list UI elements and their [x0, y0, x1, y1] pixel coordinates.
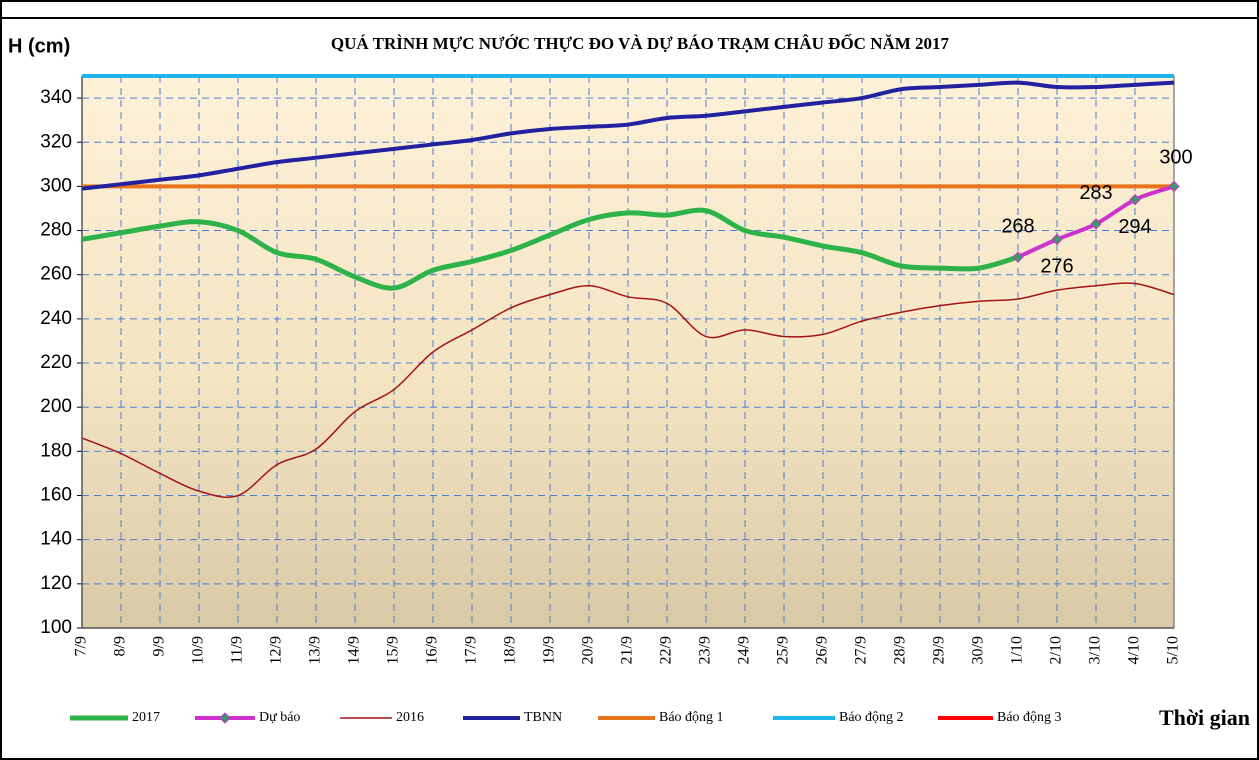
x-tick-label: 11/9 — [229, 636, 246, 664]
x-tick-label: 13/9 — [307, 636, 324, 664]
y-tick-label: 320 — [40, 131, 72, 152]
value-label: 294 — [1118, 216, 1151, 238]
x-tick-label: 28/9 — [892, 636, 909, 664]
x-tick-label: 17/9 — [463, 636, 480, 664]
y-tick-label: 260 — [40, 264, 72, 285]
x-tick-label: 23/9 — [697, 636, 714, 664]
y-tick-label: 200 — [40, 396, 72, 417]
value-label: 283 — [1079, 182, 1112, 204]
value-label: 300 — [1159, 147, 1192, 169]
y-tick-label: 100 — [40, 617, 72, 638]
y-tick-label: 280 — [40, 220, 72, 241]
x-tick-label: 4/10 — [1126, 636, 1143, 664]
x-tick-label: 19/9 — [541, 636, 558, 664]
y-tick-label: 220 — [40, 352, 72, 373]
chart-title: QUÁ TRÌNH MỰC NƯỚC THỰC ĐO VÀ DỰ BÁO TRẠ… — [331, 33, 950, 53]
legend-label: Dự báo — [259, 710, 300, 725]
x-tick-label: 12/9 — [268, 636, 285, 664]
y-tick-label: 340 — [40, 87, 72, 108]
legend-label: TBNN — [524, 710, 562, 725]
x-tick-label: 2/10 — [1048, 636, 1065, 664]
x-tick-label: 5/10 — [1165, 636, 1182, 664]
y-tick-label: 300 — [40, 175, 72, 196]
x-tick-label: 16/9 — [424, 636, 441, 664]
x-tick-label: 29/9 — [931, 636, 948, 664]
y-tick-label: 180 — [40, 440, 72, 461]
legend-label: 2016 — [396, 710, 424, 725]
y-tick-label: 120 — [40, 573, 72, 594]
marker — [1051, 233, 1063, 246]
x-tick-label: 7/9 — [73, 636, 90, 656]
value-label: 276 — [1040, 256, 1073, 278]
y-tick-label: 160 — [40, 485, 72, 506]
x-tick-label: 20/9 — [580, 636, 597, 664]
x-tick-label: 25/9 — [775, 636, 792, 664]
x-tick-label: 1/10 — [1009, 636, 1026, 664]
legend-label: Báo động 1 — [659, 710, 724, 725]
x-tick-label: 8/9 — [112, 636, 129, 656]
x-tick-label: 3/10 — [1087, 636, 1104, 664]
marker — [1090, 218, 1102, 230]
y-tick-label: 240 — [40, 308, 72, 329]
legend-label: 2017 — [132, 710, 160, 725]
marker — [1129, 193, 1141, 206]
legend-marker — [219, 712, 231, 724]
x-tick-label: 30/9 — [970, 636, 987, 664]
value-label: 268 — [1001, 215, 1034, 237]
x-tick-label: 26/9 — [814, 636, 831, 664]
x-tick-label: 27/9 — [853, 636, 870, 664]
x-tick-label: 9/9 — [151, 636, 168, 656]
legend-label: Báo động 2 — [839, 710, 904, 725]
x-tick-label: 21/9 — [619, 636, 636, 664]
marker — [1168, 180, 1180, 193]
x-tick-label: 10/9 — [190, 636, 207, 664]
marker — [1012, 251, 1024, 263]
x-tick-label: 15/9 — [385, 636, 402, 664]
x-tick-label: 24/9 — [736, 636, 753, 664]
y-axis-label: H (cm) — [8, 35, 70, 57]
x-tick-label: 18/9 — [502, 636, 519, 664]
x-tick-label: 22/9 — [658, 636, 675, 664]
y-tick-label: 140 — [40, 529, 72, 550]
series-line — [81, 80, 1175, 191]
series-line — [81, 282, 1175, 498]
x-tick-label: 14/9 — [346, 636, 363, 664]
legend-label: Báo động 3 — [997, 710, 1062, 725]
series-line — [81, 207, 1019, 291]
x-axis-label: Thời gian — [1159, 705, 1250, 730]
